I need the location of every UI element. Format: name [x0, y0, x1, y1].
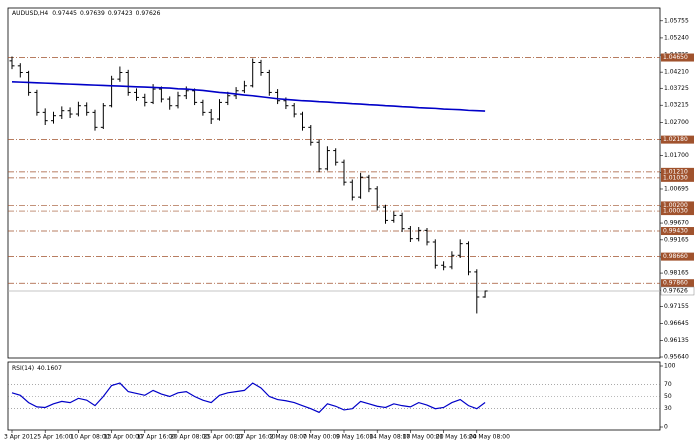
y-tick-label: 1.03215	[664, 102, 689, 109]
indicator-tick-label: 50	[664, 393, 672, 400]
indicator-value: 40.1607	[37, 365, 62, 372]
y-tick-label: 0.98165	[664, 270, 689, 277]
y-tick-label: 0.96135	[664, 337, 689, 344]
header-low: 0.97423	[108, 10, 133, 17]
level-label-box	[661, 201, 694, 210]
indicator-tick-label: 70	[664, 381, 672, 388]
y-tick-label: 0.97155	[664, 303, 689, 310]
y-tick-label: 1.01700	[664, 152, 689, 159]
x-tick-label: 24 May 08:00	[469, 434, 510, 441]
indicator-tick-label: 0	[664, 424, 668, 431]
level-label: 0.99430	[663, 228, 688, 235]
level-label-box	[661, 279, 694, 288]
level-label-box	[661, 135, 694, 144]
y-tick-label: 1.02700	[664, 119, 689, 126]
x-tick-label: 20 Apr 08:00	[170, 434, 209, 441]
chart-title: AUDUSD,H4	[12, 10, 48, 17]
x-tick-label: 25 Apr 00:00	[203, 434, 242, 441]
level-label: 0.97860	[663, 280, 688, 287]
indicator-tick-label: 100	[664, 363, 676, 370]
x-tick-label: 10 Apr 08:00	[70, 434, 109, 441]
y-tick-label: 1.04210	[664, 69, 689, 76]
header-open: 0.97445	[52, 10, 77, 17]
level-label: 1.01210	[663, 168, 688, 175]
level-label-box	[661, 53, 694, 62]
x-tick-label: 17 Apr 16:00	[137, 434, 176, 441]
x-tick-label: 13 Apr 00:00	[104, 434, 143, 441]
x-tick-label: 21 May 16:00	[436, 434, 477, 441]
x-tick-label: 2 May 08:00	[270, 434, 308, 441]
y-tick-label: 1.05755	[664, 17, 689, 24]
level-label: 1.00030	[663, 208, 688, 215]
x-tick-label: 9 May 16:00	[336, 434, 374, 441]
level-label-box	[661, 227, 694, 236]
header-high: 0.97639	[80, 10, 105, 17]
y-tick-label: 0.95640	[664, 354, 689, 361]
y-tick-label: 0.99670	[664, 220, 689, 227]
y-tick-label: 1.05240	[664, 34, 689, 41]
indicator-frame	[7, 361, 661, 431]
current-price-box	[660, 286, 695, 296]
level-label-box	[661, 167, 694, 176]
x-tick-label: 7 May 00:00	[303, 434, 341, 441]
x-tick-label: 3 Apr 2012	[4, 434, 37, 441]
x-tick-label: 17 May 00:00	[402, 434, 443, 441]
level-label-box	[661, 252, 694, 261]
y-tick-label: 0.99165	[664, 236, 689, 243]
indicator-title: RSI(14)	[12, 365, 34, 372]
level-label: 1.02180	[663, 136, 688, 143]
chart-header: AUDUSD,H4 0.97445 0.97639 0.97423 0.97626	[12, 10, 161, 17]
x-tick-label: 27 Apr 16:00	[236, 434, 275, 441]
level-label: 1.01030	[663, 174, 688, 181]
indicator-header: RSI(14) 40.1607	[12, 365, 62, 372]
level-label: 0.98660	[663, 253, 688, 260]
level-label: 1.00200	[663, 202, 688, 209]
y-tick-label: 1.00695	[664, 185, 689, 192]
indicator-tick-label: 30	[664, 405, 672, 412]
header-close: 0.97626	[136, 10, 161, 17]
level-label-box	[661, 173, 694, 182]
moving-average	[11, 80, 486, 112]
x-tick-label: 5 Apr 16:00	[37, 434, 72, 441]
y-tick-label: 1.03725	[664, 85, 689, 92]
y-tick-label: 0.96645	[664, 320, 689, 327]
level-label-box	[661, 207, 694, 216]
level-label: 1.04650	[663, 54, 688, 61]
main-frame	[7, 7, 661, 359]
indicator-line	[11, 382, 486, 414]
x-tick-label: 14 May 08:00	[369, 434, 410, 441]
current-price-label: 0.97626	[663, 287, 688, 294]
